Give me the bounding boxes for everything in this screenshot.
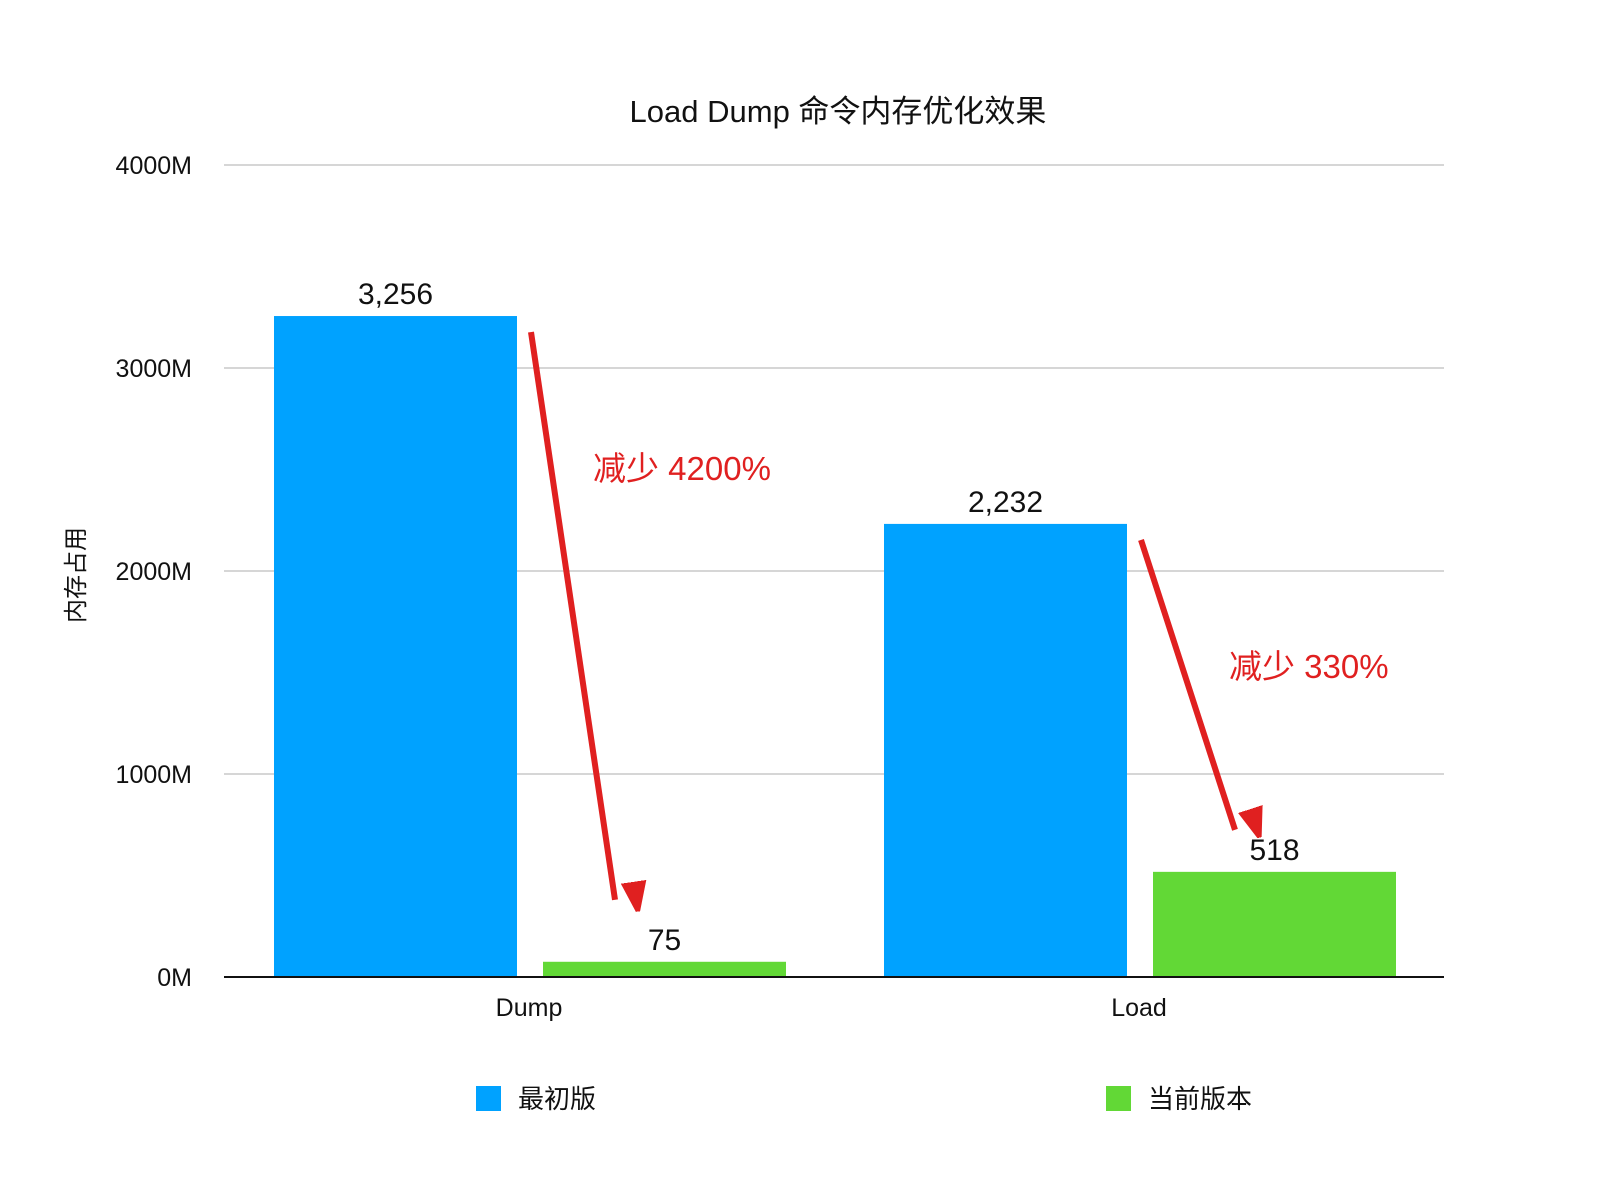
annotations: 减少 4200% 减少 330% <box>528 331 1389 900</box>
bars <box>274 316 1396 978</box>
x-axis-ticks: Dump Load <box>496 994 1167 1022</box>
legend-label: 最初版 <box>518 1084 596 1114</box>
data-labels: 3,256 75 2,232 518 <box>358 278 1300 957</box>
annotation-arrow <box>528 331 615 900</box>
annotation-text: 减少 330% <box>1229 648 1389 685</box>
legend: 最初版 当前版本 <box>476 1084 1252 1114</box>
y-tick-label: 2000M <box>116 558 192 586</box>
y-tick-label: 1000M <box>116 761 192 789</box>
bar-dump-series-1 <box>274 316 517 978</box>
data-label: 3,256 <box>358 278 433 311</box>
y-tick-label: 4000M <box>116 152 192 180</box>
bar-load-series-2 <box>1153 871 1396 977</box>
bar-load-series-1 <box>884 523 1127 977</box>
data-label: 75 <box>648 924 681 957</box>
data-label: 2,232 <box>968 486 1043 519</box>
legend-swatch <box>476 1086 501 1111</box>
y-tick-label: 0M <box>157 964 192 992</box>
x-tick-label: Load <box>1111 994 1167 1022</box>
chart-title: Load Dump 命令内存优化效果 <box>630 94 1047 129</box>
x-tick-label: Dump <box>496 994 563 1022</box>
y-tick-label: 3000M <box>116 355 192 383</box>
data-label: 518 <box>1249 834 1299 867</box>
y-axis-label: 内存占用 <box>63 527 90 623</box>
y-axis-ticks: 0M 1000M 2000M 3000M 4000M <box>116 152 192 992</box>
annotation-arrow <box>1138 538 1235 830</box>
legend-label: 当前版本 <box>1148 1084 1252 1114</box>
legend-swatch <box>1106 1086 1131 1111</box>
annotation-text: 减少 4200% <box>593 450 771 487</box>
bar-dump-series-2 <box>543 961 786 977</box>
